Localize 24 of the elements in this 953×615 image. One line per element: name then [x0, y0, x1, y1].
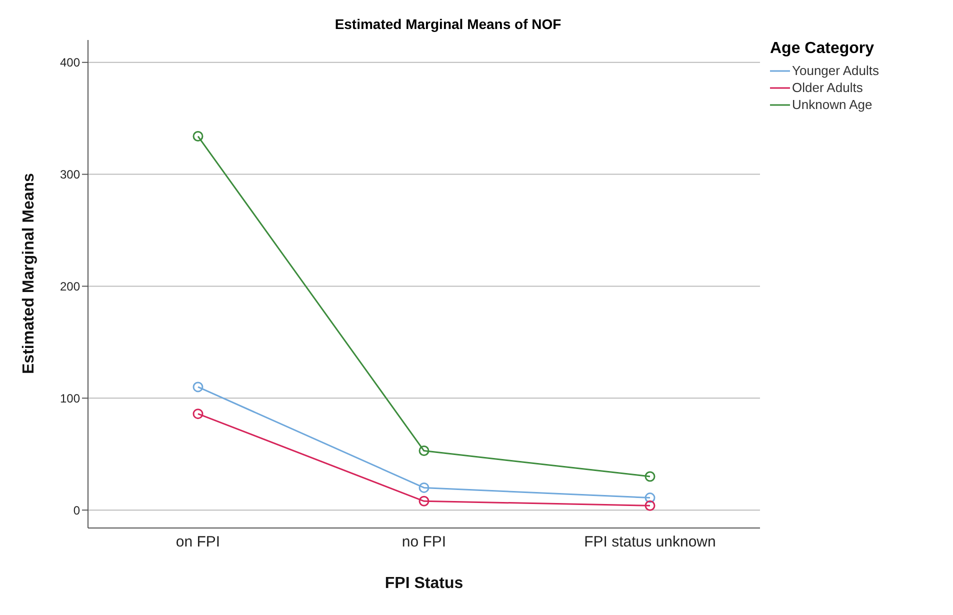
point	[192, 408, 204, 420]
legend-label: Unknown Age	[792, 96, 872, 113]
legend-label: Older Adults	[792, 79, 863, 96]
point	[418, 446, 430, 456]
x-tick-label: FPI status unknown	[584, 534, 716, 551]
chart-title: Estimated Marginal Means of NOF	[334, 16, 562, 32]
y-tick-label: 400	[60, 56, 80, 70]
legend-title: Age Category	[770, 40, 876, 58]
y-tick-label: 100	[60, 391, 80, 406]
point	[418, 482, 430, 493]
y-axis-title: Estimated Marginal Means	[20, 172, 38, 374]
y-tick-label: 300	[60, 168, 80, 182]
x-tick-label: on FPI	[176, 534, 220, 551]
point	[418, 496, 430, 506]
point	[644, 492, 656, 504]
point	[192, 382, 204, 392]
point	[644, 471, 656, 482]
y-tick-label: 0	[73, 503, 80, 518]
legend-label: Younger Adults	[792, 62, 879, 79]
y-tick-label: 200	[60, 280, 80, 294]
point	[644, 500, 656, 511]
x-axis-title: FPI Status	[384, 575, 464, 592]
point	[192, 131, 204, 142]
x-tick-label: no FPI	[402, 534, 446, 551]
